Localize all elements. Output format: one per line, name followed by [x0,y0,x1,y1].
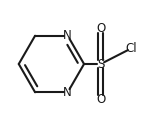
Text: Cl: Cl [125,42,137,55]
Text: N: N [63,86,72,99]
Text: N: N [63,29,72,42]
Text: O: O [96,93,105,106]
Text: S: S [97,57,104,71]
Text: O: O [96,22,105,35]
